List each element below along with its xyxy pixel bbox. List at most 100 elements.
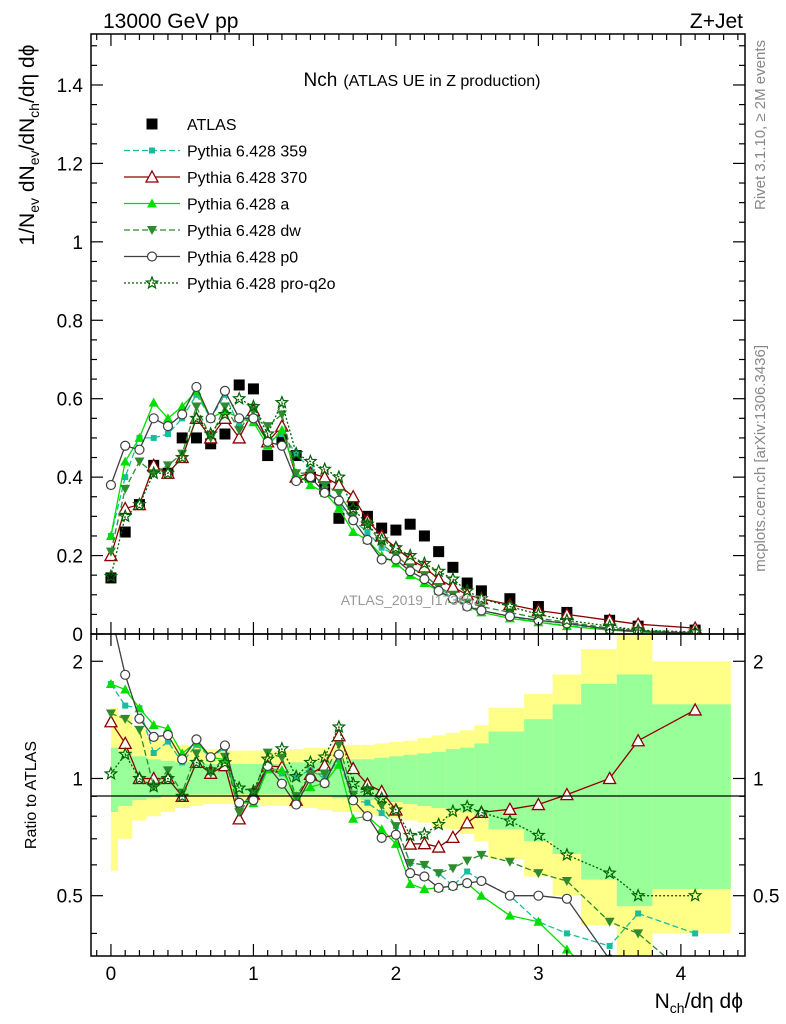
legend-item-pythia-6-428-dw: Pythia 6.428 dw	[124, 223, 301, 240]
point-pythia-6-428-pro-q2o	[502, 598, 518, 613]
point-pythia-6-428-p0	[476, 605, 487, 616]
point-pythia-6-428-a	[134, 432, 145, 442]
legend-marker	[147, 226, 157, 235]
legend-marker	[144, 169, 160, 183]
ratio-point-pythia-6-428-p0	[634, 978, 643, 987]
point-pythia-6-428-p0	[248, 413, 259, 424]
series-pythia-6-428-p0	[105, 381, 701, 634]
ratio-band-inner	[552, 704, 582, 854]
point-pythia-6-428-pro-q2o	[360, 516, 375, 531]
ratio-point-pythia-6-428-370	[531, 797, 546, 811]
point-atlas	[390, 524, 402, 536]
legend-marker	[146, 118, 158, 130]
point-atlas	[219, 428, 231, 440]
ratio-series-group	[103, 634, 703, 987]
ratio-point-pythia-6-428-dw	[333, 740, 344, 750]
ratio-point-pythia-6-428-pro-q2o	[459, 799, 475, 813]
ratio-point-pythia-6-428-p0	[305, 773, 316, 784]
ratio-point-pythia-6-428-pro-q2o	[502, 813, 518, 828]
point-atlas	[347, 499, 359, 511]
ratio-point-pythia-6-428-a	[120, 684, 131, 694]
point-pythia-6-428-pro-q2o	[132, 496, 147, 511]
point-pythia-6-428-p0	[148, 413, 159, 424]
ratio-point-pythia-6-428-p0	[362, 811, 373, 822]
point-pythia-6-428-p0	[162, 421, 174, 432]
legend-marker	[149, 147, 155, 154]
point-pythia-6-428-pro-q2o	[288, 445, 304, 460]
ratio-line-pythia-6-428-pro-q2o	[110, 725, 696, 897]
ratio-point-pythia-6-428-dw	[633, 929, 644, 939]
point-pythia-6-428-a	[162, 413, 173, 423]
ratio-point-pythia-6-428-dw	[134, 725, 145, 735]
point-atlas	[376, 522, 388, 534]
ratio-point-pythia-6-428-dw	[462, 856, 473, 866]
ratio-point-pythia-6-428-pro-q2o	[103, 766, 119, 781]
point-atlas	[119, 526, 131, 538]
point-pythia-6-428-p0	[191, 381, 202, 393]
ratio-point-pythia-6-428-a	[148, 719, 159, 729]
point-atlas	[205, 438, 217, 450]
ratio-point-pythia-6-428-pro-q2o	[687, 888, 703, 902]
point-pythia-6-428-p0	[291, 475, 302, 487]
ratio-point-pythia-6-428-359	[692, 930, 699, 937]
point-atlas	[276, 434, 288, 446]
ratio-point-pythia-6-428-p0	[333, 749, 345, 760]
point-pythia-6-428-dw	[234, 426, 245, 436]
point-pythia-6-428-pro-q2o	[217, 406, 233, 421]
ratio-point-pythia-6-428-p0	[120, 669, 131, 680]
ratio-point-pythia-6-428-p0	[291, 799, 302, 810]
point-atlas	[475, 585, 487, 597]
ratio-point-pythia-6-428-370	[460, 815, 475, 829]
ratio-point-pythia-6-428-pro-q2o	[274, 741, 290, 755]
point-atlas	[262, 450, 274, 462]
ratio-series-pythia-6-428-pro-q2o	[103, 719, 703, 902]
ratio-point-pythia-6-428-pro-q2o	[559, 847, 575, 862]
point-atlas	[447, 561, 459, 573]
ratio-point-pythia-6-428-p0	[348, 795, 359, 806]
ratio-tick-label: 1	[72, 769, 83, 790]
point-pythia-6-428-a	[276, 425, 287, 435]
y-tick-label: 0.6	[57, 390, 83, 411]
ratio-point-pythia-6-428-pro-q2o	[146, 778, 161, 793]
main-series-group	[103, 379, 703, 634]
point-pythia-6-428-pro-q2o	[160, 465, 176, 480]
ratio-point-pythia-6-428-p0	[390, 829, 402, 840]
ratio-band-inner	[652, 704, 731, 890]
legend-label: ATLAS	[187, 117, 237, 134]
ratio-point-pythia-6-428-a	[533, 916, 544, 926]
ratio-y-axis-label: Ratio to ATLAS	[23, 741, 40, 849]
point-pythia-6-428-p0	[447, 593, 459, 604]
ratio-point-pythia-6-428-p0	[248, 794, 259, 806]
point-pythia-6-428-pro-q2o	[274, 394, 290, 409]
ratio-point-pythia-6-428-370	[232, 811, 247, 825]
point-pythia-6-428-pro-q2o	[303, 453, 318, 468]
ratio-point-pythia-6-428-p0	[462, 878, 473, 889]
point-pythia-6-428-pro-q2o	[231, 391, 247, 405]
chart-title-sub: (ATLAS UE in Z production)	[343, 73, 540, 90]
point-pythia-6-428-370	[317, 469, 332, 483]
series-line-pythia-6-428-dw	[110, 404, 696, 634]
ratio-point-pythia-6-428-p0	[177, 754, 188, 765]
point-atlas	[233, 379, 245, 391]
point-pythia-6-428-p0	[120, 440, 131, 451]
ratio-point-pythia-6-428-359	[563, 930, 570, 937]
ratio-point-pythia-6-428-370	[688, 702, 703, 716]
mcplots-label: mcplots.cern.ch [arXiv:1306.3436]	[752, 345, 769, 572]
ratio-point-pythia-6-428-a	[390, 838, 401, 848]
point-pythia-6-428-dw	[120, 484, 131, 494]
point-atlas	[190, 432, 202, 444]
point-pythia-6-428-359	[164, 431, 171, 437]
ratio-point-pythia-6-428-pro-q2o	[602, 865, 617, 880]
ratio-point-pythia-6-428-pro-q2o	[331, 719, 347, 734]
ratio-band-inner	[474, 743, 489, 817]
point-pythia-6-428-p0	[405, 566, 416, 577]
ratio-band-inner	[524, 719, 553, 842]
ratio-point-pythia-6-428-a	[305, 782, 316, 792]
point-pythia-6-428-370	[118, 501, 133, 515]
legend-marker	[146, 251, 158, 262]
ratio-point-pythia-6-428-dw	[419, 860, 430, 870]
point-pythia-6-428-p0	[219, 385, 231, 396]
ratio-tick-label: 2	[753, 652, 764, 673]
point-pythia-6-428-pro-q2o	[531, 606, 546, 621]
ratio-point-pythia-6-428-p0	[405, 868, 416, 879]
